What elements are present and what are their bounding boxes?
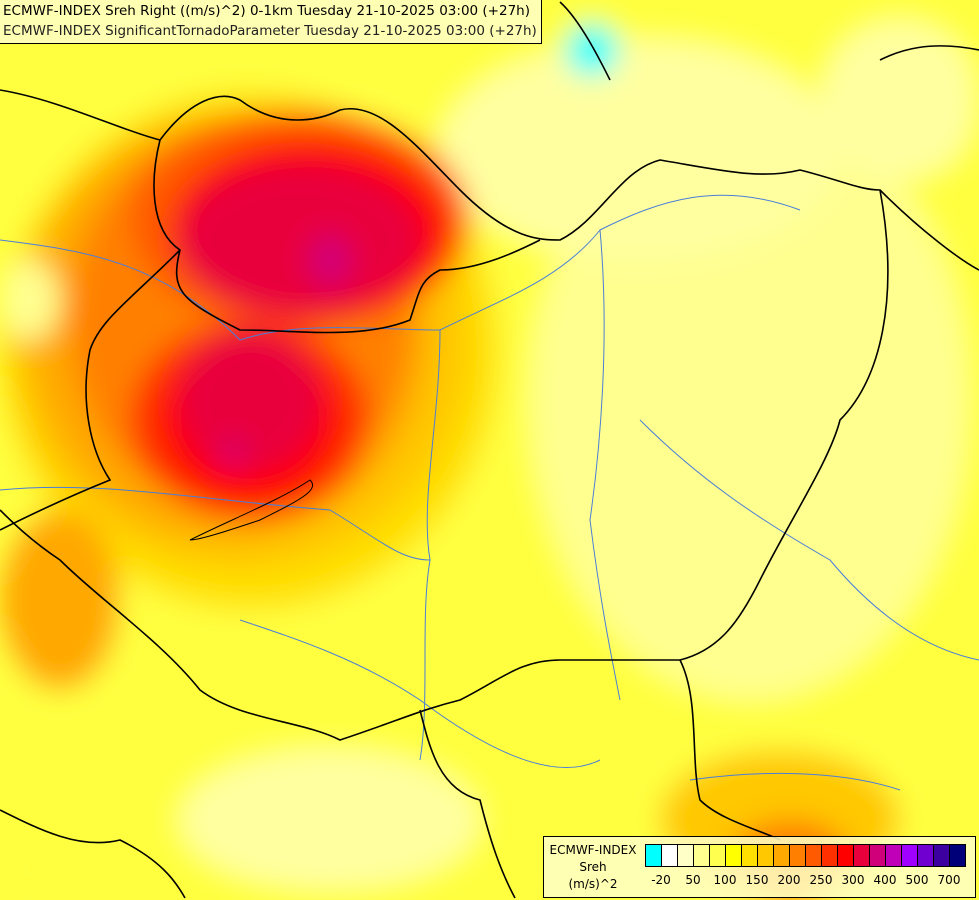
title-line-sreh: ECMWF-INDEX Sreh Right ((m/s)^2) 0-1km T… [3,3,530,19]
legend-swatch [854,845,870,866]
legend-colorbar [645,844,966,867]
legend-tick-label: -20 [651,873,671,887]
legend-title: ECMWF-INDEX Sreh (m/s)^2 [548,842,638,893]
legend-unit: (m/s)^2 [568,877,618,891]
rivers [0,194,979,791]
legend-tick-label: 700 [937,873,961,887]
legend-swatch [646,845,662,866]
legend-swatch [822,845,838,866]
legend-swatch [662,845,678,866]
legend-swatch [726,845,742,866]
legend-tick-label: 250 [809,873,833,887]
legend-swatch [774,845,790,866]
legend-swatch [678,845,694,866]
legend-model: ECMWF-INDEX [549,843,637,857]
legend-swatch [694,845,710,866]
legend-tick-label: 200 [777,873,801,887]
legend-swatch [838,845,854,866]
legend-swatch [902,845,918,866]
legend-swatch [870,845,886,866]
legend-swatch [934,845,950,866]
legend-swatch [806,845,822,866]
legend-swatch [710,845,726,866]
legend-swatch [918,845,934,866]
legend-tick-label: 100 [713,873,737,887]
legend-tick-label: 500 [905,873,929,887]
legend-swatch [950,845,965,866]
legend-variable: Sreh [579,860,607,874]
legend-swatch [758,845,774,866]
legend-tick-label: 400 [873,873,897,887]
legend-swatch [742,845,758,866]
title-line-stp: ECMWF-INDEX SignificantTornadoParameter … [3,23,537,39]
legend-tick-label: 50 [685,873,701,887]
legend-ticks: -20 50 100 150 200 250 300 400 500 700 [645,871,967,889]
map-title: ECMWF-INDEX Sreh Right ((m/s)^2) 0-1km T… [0,0,542,44]
legend-swatch [886,845,902,866]
legend-swatch [790,845,806,866]
legend-tick-label: 150 [745,873,769,887]
color-legend: ECMWF-INDEX Sreh (m/s)^2 -20 50 100 150 200 2… [543,836,976,898]
legend-tick-label: 300 [841,873,865,887]
